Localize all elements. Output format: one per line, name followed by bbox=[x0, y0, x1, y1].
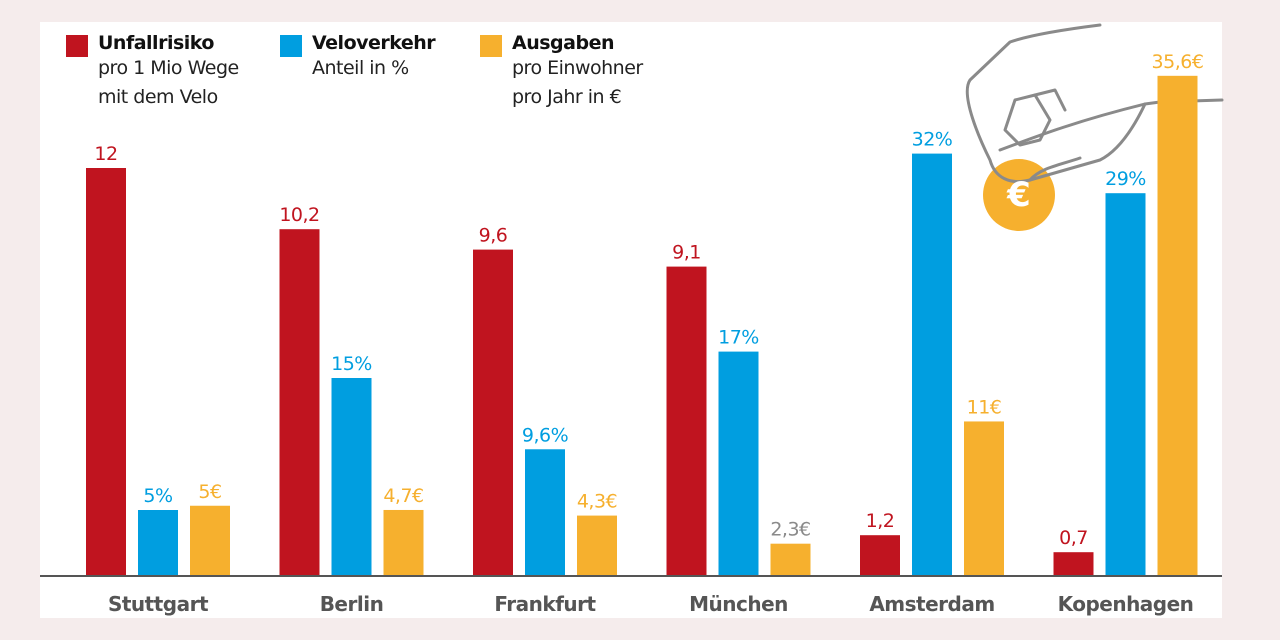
data-label: 35,6€ bbox=[1152, 51, 1204, 73]
legend-subtitle: pro Einwohner bbox=[512, 57, 643, 79]
coin-euro-symbol: € bbox=[1006, 175, 1031, 215]
data-label: 32% bbox=[912, 129, 953, 151]
data-label: 0,7 bbox=[1059, 527, 1088, 549]
bar-ausgaben-berlin bbox=[383, 509, 424, 576]
bar-ausgaben-münchen bbox=[770, 543, 811, 576]
bar-ausgaben-stuttgart bbox=[190, 505, 230, 576]
data-label: 9,6 bbox=[479, 225, 508, 247]
bar-veloverkehr-berlin bbox=[331, 378, 372, 576]
legend-swatch bbox=[66, 35, 88, 57]
data-label: 10,2 bbox=[279, 204, 319, 226]
data-label: 12 bbox=[94, 143, 117, 165]
data-label: 4,7€ bbox=[383, 485, 423, 507]
legend-title: Unfallrisiko bbox=[98, 32, 214, 54]
bar-unfallrisiko-amsterdam bbox=[860, 535, 900, 576]
legend-title: Ausgaben bbox=[512, 32, 614, 54]
data-label: 15% bbox=[331, 353, 372, 375]
bar-ausgaben-kopenhagen bbox=[1157, 75, 1198, 576]
legend-title: Veloverkehr bbox=[312, 32, 436, 54]
bar-ausgaben-frankfurt bbox=[577, 515, 617, 576]
hand-inserting-euro-coin-icon bbox=[965, 23, 1224, 231]
bar-unfallrisiko-berlin bbox=[279, 229, 320, 576]
data-label: 9,6% bbox=[522, 424, 568, 446]
data-label: 2,3€ bbox=[770, 519, 810, 541]
bar-unfallrisiko-stuttgart bbox=[86, 168, 126, 576]
legend-swatch bbox=[280, 35, 302, 57]
data-label: 9,1 bbox=[672, 242, 701, 264]
category-label: Kopenhagen bbox=[1058, 592, 1194, 616]
data-label: 5% bbox=[143, 485, 172, 507]
data-label: 29% bbox=[1105, 168, 1146, 190]
bar-veloverkehr-kopenhagen bbox=[1105, 193, 1146, 576]
category-label: Frankfurt bbox=[494, 592, 596, 616]
category-label: Berlin bbox=[320, 592, 384, 616]
bar-unfallrisiko-frankfurt bbox=[473, 249, 513, 576]
bar-unfallrisiko-kopenhagen bbox=[1053, 552, 1094, 576]
legend-item-unfallrisiko: Unfallrisiko pro 1 Mio Wege mit dem Velo bbox=[66, 32, 239, 112]
data-label: 17% bbox=[718, 327, 759, 349]
category-label: Stuttgart bbox=[108, 592, 209, 616]
legend-subtitle: mit dem Velo bbox=[98, 86, 218, 108]
legend-subtitle: pro 1 Mio Wege bbox=[98, 57, 239, 79]
data-label: 5€ bbox=[198, 481, 221, 503]
bar-veloverkehr-frankfurt bbox=[525, 449, 565, 576]
category-label: München bbox=[689, 592, 788, 616]
bar-veloverkehr-münchen bbox=[718, 351, 759, 576]
data-label: 1,2 bbox=[866, 510, 895, 532]
legend-subtitle: Anteil in % bbox=[312, 57, 409, 79]
category-label: Amsterdam bbox=[869, 592, 994, 616]
bar-veloverkehr-stuttgart bbox=[138, 510, 178, 576]
data-label: 4,3€ bbox=[577, 491, 617, 513]
data-label: 11€ bbox=[967, 396, 1002, 418]
chart-panel bbox=[40, 22, 1222, 618]
bar-unfallrisiko-münchen bbox=[666, 266, 707, 576]
legend-item-veloverkehr: Veloverkehr Anteil in % bbox=[280, 32, 436, 83]
legend-item-ausgaben: Ausgaben pro Einwohner pro Jahr in € bbox=[480, 32, 643, 112]
legend-subtitle: pro Jahr in € bbox=[512, 86, 622, 108]
bar-ausgaben-amsterdam bbox=[964, 421, 1004, 576]
legend-swatch bbox=[480, 35, 502, 57]
bar-veloverkehr-amsterdam bbox=[912, 153, 952, 576]
